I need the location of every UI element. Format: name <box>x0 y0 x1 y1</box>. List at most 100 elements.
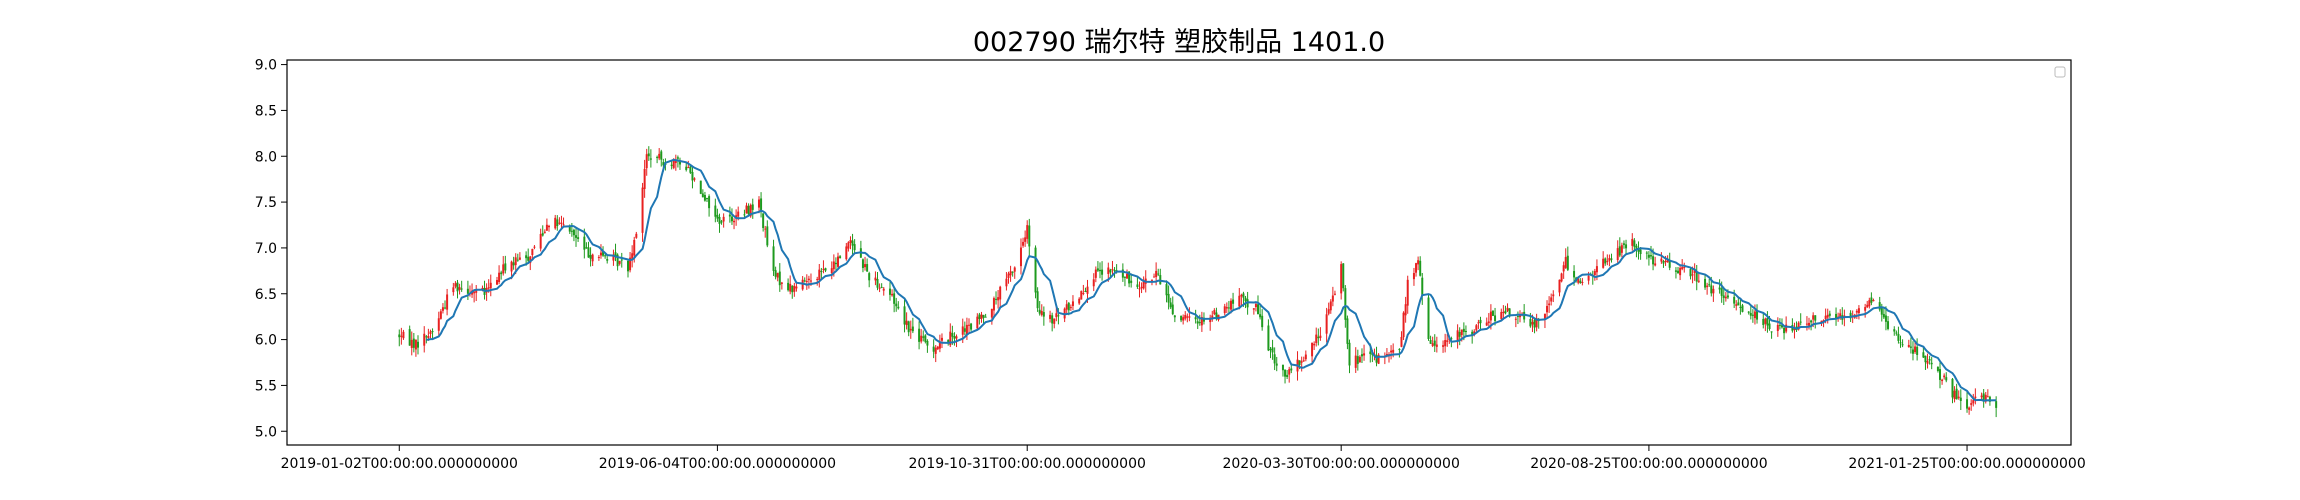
candle-body <box>629 257 632 271</box>
candle-body <box>701 193 704 198</box>
candle-body <box>1157 273 1160 275</box>
candle-body <box>963 328 966 332</box>
candle-body <box>1111 269 1114 271</box>
candle-body <box>760 198 763 211</box>
candle-body <box>1165 284 1168 296</box>
candle-body <box>1377 354 1380 364</box>
candle-body <box>965 324 968 335</box>
candle-body <box>751 204 754 210</box>
candle-body <box>1491 310 1494 316</box>
candle-body <box>764 228 767 230</box>
candle-body <box>909 328 912 331</box>
candle-body <box>984 316 987 318</box>
candle-body <box>1109 269 1112 273</box>
candle-body <box>1184 315 1187 319</box>
candle-body <box>529 256 532 264</box>
candle-body <box>1344 288 1347 320</box>
candle-body <box>1444 340 1447 347</box>
candle-body <box>398 334 401 338</box>
candle-body <box>583 236 586 250</box>
candle-body <box>585 247 588 249</box>
candle-body <box>1533 319 1536 328</box>
candle-body <box>1136 284 1139 287</box>
candle-body <box>1392 349 1395 353</box>
candle-body <box>1693 269 1696 273</box>
candle-body <box>1471 331 1474 336</box>
candle-body <box>791 285 794 293</box>
candle-body <box>1880 308 1883 315</box>
candle-body <box>1535 318 1538 328</box>
candle-body <box>641 187 644 233</box>
candle-body <box>1019 247 1022 267</box>
candle-body <box>1984 394 1987 402</box>
candle-body <box>830 268 833 274</box>
candle-body <box>620 259 623 261</box>
candle-body <box>820 271 823 273</box>
candle-body <box>1645 252 1648 254</box>
candle-body <box>903 306 906 325</box>
candle-body <box>1631 238 1634 246</box>
candle-body <box>427 336 430 338</box>
candle-body <box>926 340 929 346</box>
candle-body <box>706 197 709 199</box>
candle-body <box>1712 288 1715 294</box>
candle-body <box>1464 331 1467 333</box>
legend-box <box>2054 66 2066 78</box>
candle-body <box>778 271 781 286</box>
candle-body <box>1390 350 1393 353</box>
candle-body <box>1941 379 1944 382</box>
candle-body <box>1529 318 1532 327</box>
candle-body <box>1304 354 1307 360</box>
candle-body <box>414 339 417 350</box>
candle-body <box>864 264 867 268</box>
candle-body <box>1298 360 1301 365</box>
candle-body <box>1753 311 1756 319</box>
candle-body <box>1284 369 1287 377</box>
candle-body <box>1022 241 1025 246</box>
candle-body <box>1400 336 1403 347</box>
candle-body <box>1808 322 1811 326</box>
candle-body <box>1587 275 1590 281</box>
candle-body <box>1566 255 1569 270</box>
candle-body <box>880 286 883 288</box>
candle-body <box>543 231 546 233</box>
candle-body <box>660 151 663 160</box>
candle-body <box>1417 260 1420 265</box>
candle-body <box>1155 270 1158 278</box>
candle-body <box>466 288 469 294</box>
candle-body <box>1240 294 1243 297</box>
y-tick-label: 5.5 <box>255 378 277 394</box>
candle-body <box>851 240 854 246</box>
candle-body <box>1369 351 1372 355</box>
candle-body <box>1005 278 1008 287</box>
candle-body <box>1697 280 1700 282</box>
candle-body <box>1209 317 1212 323</box>
candle-body <box>1042 312 1045 317</box>
candle-body <box>1957 396 1960 398</box>
candle-body <box>1138 288 1141 290</box>
candle-body <box>1824 315 1827 320</box>
candle-body <box>766 226 769 246</box>
candle-body <box>1516 316 1519 318</box>
candle-body <box>616 254 619 267</box>
candle-body <box>747 206 750 215</box>
candle-body <box>1602 258 1605 268</box>
candle-body <box>525 255 528 259</box>
candle-body <box>676 157 679 159</box>
candle-body <box>1288 369 1291 375</box>
candle-body <box>1531 321 1534 325</box>
candle-body <box>1726 295 1729 298</box>
candle-body <box>716 214 719 219</box>
candle-body <box>1741 305 1744 312</box>
candle-body <box>874 277 877 281</box>
candle-body <box>951 333 954 337</box>
x-tick-label: 2019-01-02T00:00:00.000000000 <box>281 456 518 472</box>
y-tick-label: 7.5 <box>255 195 277 211</box>
candle-body <box>1071 301 1074 306</box>
candle-body <box>1857 308 1860 314</box>
candle-body <box>1668 260 1671 268</box>
candle-body <box>662 162 665 166</box>
candle-body <box>1747 311 1750 313</box>
candle-body <box>816 278 819 280</box>
